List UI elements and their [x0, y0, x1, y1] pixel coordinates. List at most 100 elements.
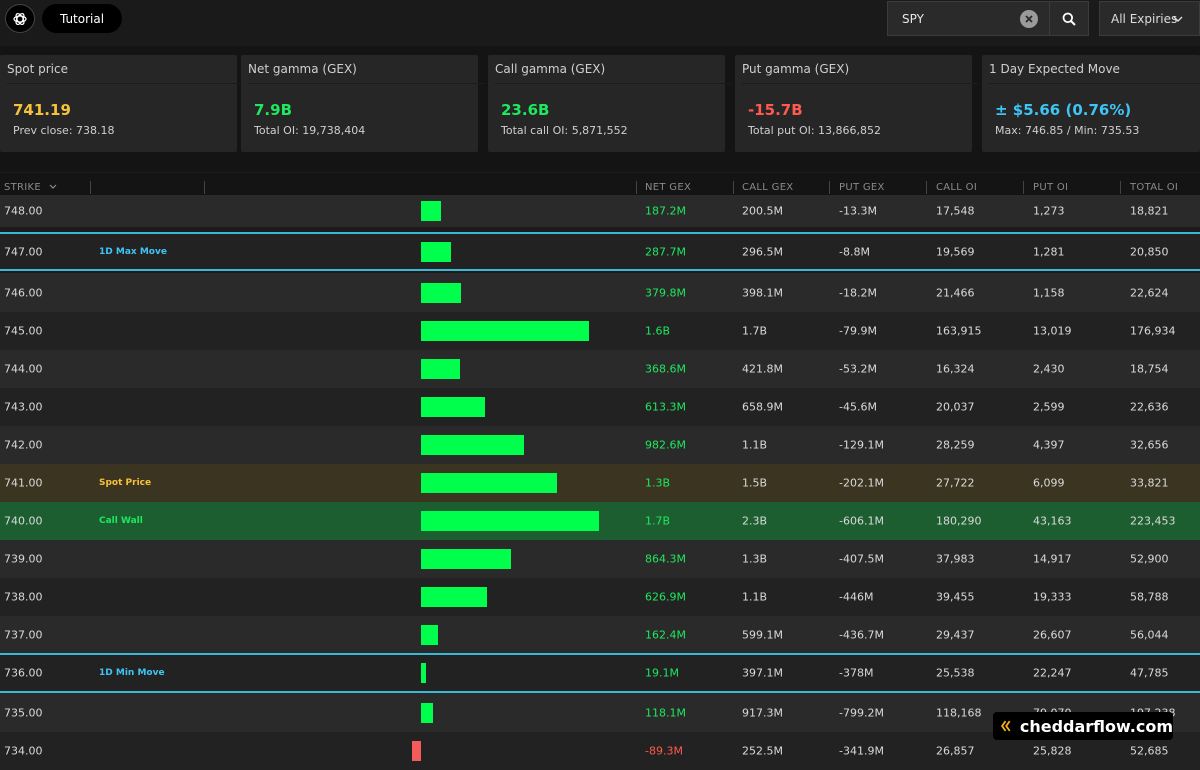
call-gex-cell: 917.3M: [742, 706, 783, 719]
net-gex-cell: 368.6M: [645, 362, 686, 376]
put-gex-cell: -202.1M: [839, 476, 884, 490]
call-oi-cell: 28,259: [936, 438, 975, 452]
table-row[interactable]: 743.00 613.3M 658.9M -45.6M 20,037 2,599 22,63…: [0, 388, 1200, 426]
card-subtext: Max: 746.85 / Min: 735.53: [995, 124, 1140, 137]
put-oi-cell: 1,273: [1033, 204, 1065, 218]
card-subtext: Total OI: 19,738,404: [254, 124, 366, 137]
table-row[interactable]: 747.00 287.7M 296.5M -8.8M 19,569 1,281 20,850…: [0, 232, 1200, 271]
table-row[interactable]: 737.00 162.4M 599.1M -436.7M 29,437 26,607 56,…: [0, 616, 1200, 654]
call-oi-cell: 21,466: [936, 286, 975, 299]
card-value: 7.9B: [254, 101, 293, 119]
call-gamma-card: Call gamma (GEX) 23.6B Total call OI: 5,…: [488, 55, 732, 152]
call-oi-cell: 25,538: [936, 666, 975, 680]
net-gex-cell: -89.3M: [645, 744, 683, 758]
call-gex-cell: 1.7B: [742, 324, 768, 338]
net-gex-bar: [421, 397, 486, 417]
table-row[interactable]: 744.00 368.6M 421.8M -53.2M 16,324 2,430 18,75…: [0, 350, 1200, 388]
clear-search-button[interactable]: [1020, 10, 1038, 28]
strike-cell: 736.00: [4, 666, 43, 680]
ticker-search-input[interactable]: [888, 2, 1018, 35]
strike-column-header[interactable]: STRIKE: [4, 182, 57, 193]
total-oi-cell: 52,900: [1130, 552, 1169, 566]
put-oi-cell: 22,247: [1033, 666, 1072, 680]
table-row[interactable]: 748.00 187.2M 200.5M -13.3M 17,548 1,273 18,82…: [0, 195, 1200, 227]
put-gamma-card: Put gamma (GEX) -15.7B Total put OI: 13,…: [735, 55, 979, 152]
net-gex-bar: [421, 359, 460, 379]
net-gex-bar: [421, 241, 452, 262]
expiry-select-label: All Expiries: [1111, 11, 1178, 26]
net-gex-cell: 864.3M: [645, 552, 686, 566]
call-gex-cell: 2.3B: [742, 514, 768, 528]
total-oi-cell: 20,850: [1130, 245, 1169, 258]
net-gex-bar: [421, 663, 426, 683]
put-gex-cell: -407.5M: [839, 552, 884, 566]
column-divider: [1023, 181, 1024, 194]
strike-cell: 745.00: [4, 324, 43, 338]
column-divider: [204, 181, 205, 194]
total-oi-cell: 56,044: [1130, 628, 1169, 642]
total-oi-column-header[interactable]: TOTAL OI: [1130, 182, 1179, 193]
total-oi-cell: 32,656: [1130, 438, 1169, 452]
put-gex-cell: -799.2M: [839, 706, 884, 719]
table-row[interactable]: 738.00 626.9M 1.1B -446M 39,455 19,333 58,788: [0, 578, 1200, 616]
column-divider: [829, 181, 830, 194]
strike-cell: 743.00: [4, 400, 43, 414]
call-oi-cell: 20,037: [936, 400, 975, 414]
expiry-select[interactable]: All Expiries: [1099, 1, 1200, 36]
net-gamma-card: Net gamma (GEX) 7.9B Total OI: 19,738,40…: [241, 55, 485, 152]
put-oi-cell: 25,828: [1033, 744, 1072, 758]
call-gex-cell: 421.8M: [742, 362, 783, 376]
total-oi-cell: 58,788: [1130, 590, 1169, 604]
table-row[interactable]: 745.00 1.6B 1.7B -79.9M 163,915 13,019 176,934: [0, 312, 1200, 350]
net-gex-cell: 379.8M: [645, 286, 686, 299]
put-oi-cell: 13,019: [1033, 324, 1072, 338]
put-gex-cell: -18.2M: [839, 286, 877, 299]
call-gex-cell: 296.5M: [742, 245, 783, 258]
chevron-down-icon: [1173, 16, 1183, 22]
net-gex-column-header[interactable]: NET GEX: [645, 182, 692, 193]
put-gex-cell: -79.9M: [839, 324, 877, 338]
total-oi-cell: 47,785: [1130, 666, 1169, 680]
put-oi-cell: 6,099: [1033, 476, 1065, 490]
net-gex-cell: 19.1M: [645, 666, 679, 680]
put-oi-cell: 26,607: [1033, 628, 1072, 642]
table-row[interactable]: 742.00 982.6M 1.1B -129.1M 28,259 4,397 32,656: [0, 426, 1200, 464]
strike-cell: 748.00: [4, 204, 43, 218]
call-oi-cell: 19,569: [936, 245, 975, 258]
expected-move-card: 1 Day Expected Move ± $5.66 (0.76%) Max:…: [982, 55, 1200, 152]
put-oi-cell: 4,397: [1033, 438, 1065, 452]
net-gex-cell: 613.3M: [645, 400, 686, 414]
cheddarflow-logo-icon: [1000, 720, 1011, 732]
call-gex-cell: 397.1M: [742, 666, 783, 680]
strike-cell: 747.00: [4, 245, 43, 258]
put-oi-cell: 2,599: [1033, 400, 1065, 414]
put-gex-cell: -13.3M: [839, 204, 877, 218]
strike-cell: 739.00: [4, 552, 43, 566]
stat-cards: Spot price 741.19 Prev close: 738.18 Net…: [0, 46, 1200, 172]
net-gex-bar: [421, 435, 524, 455]
call-gex-column-header[interactable]: CALL GEX: [742, 182, 794, 193]
put-gex-column-header[interactable]: PUT GEX: [839, 182, 885, 193]
strike-cell: 741.00: [4, 476, 43, 490]
table-row[interactable]: 739.00 864.3M 1.3B -407.5M 37,983 14,917 52,90…: [0, 540, 1200, 578]
put-oi-cell: 14,917: [1033, 552, 1072, 566]
strike-cell: 735.00: [4, 706, 43, 719]
search-button[interactable]: [1049, 1, 1089, 36]
app-logo[interactable]: [5, 4, 35, 33]
close-icon: [1025, 15, 1033, 23]
strike-cell: 740.00: [4, 514, 43, 528]
table-row[interactable]: 740.00 1.7B 2.3B -606.1M 180,290 43,163 223,45…: [0, 502, 1200, 540]
card-value: 23.6B: [501, 101, 550, 119]
table-row[interactable]: 741.00 1.3B 1.5B -202.1M 27,722 6,099 33,821 Sp…: [0, 464, 1200, 502]
total-oi-cell: 33,821: [1130, 476, 1169, 490]
column-divider: [926, 181, 927, 194]
table-row[interactable]: 746.00 379.8M 398.1M -18.2M 21,466 1,158 22,62…: [0, 273, 1200, 312]
tutorial-button[interactable]: Tutorial: [42, 4, 122, 33]
table-row[interactable]: 736.00 19.1M 397.1M -378M 25,538 22,247 47,785…: [0, 653, 1200, 693]
total-oi-cell: 223,453: [1130, 514, 1176, 528]
total-oi-cell: 22,636: [1130, 400, 1169, 414]
put-oi-column-header[interactable]: PUT OI: [1033, 182, 1069, 193]
watermark-text: cheddarflow.com: [1019, 716, 1173, 736]
call-oi-cell: 118,168: [936, 706, 982, 719]
call-oi-column-header[interactable]: CALL OI: [936, 182, 978, 193]
